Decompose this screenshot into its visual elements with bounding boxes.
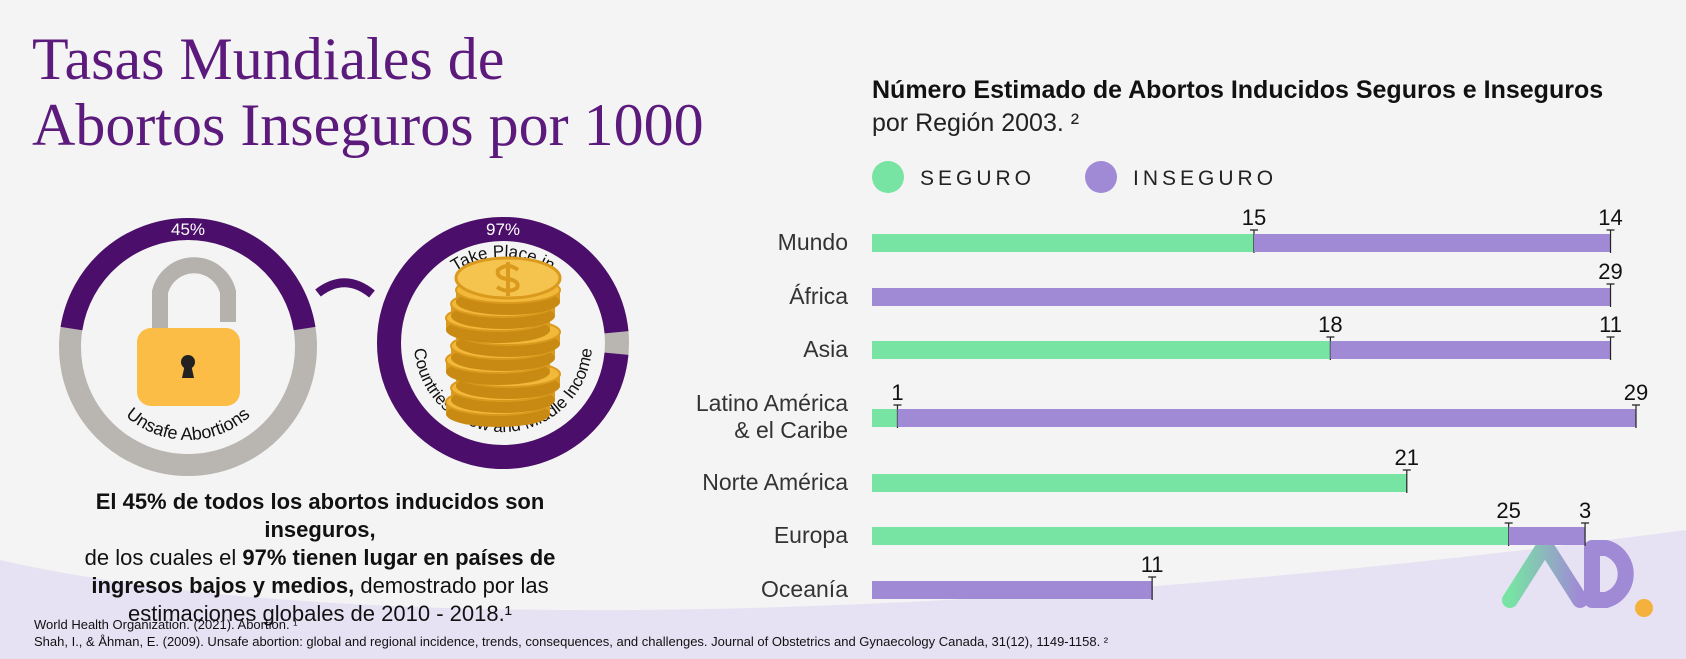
value-label: 11 [1141,552,1164,577]
coins-icon [445,256,562,427]
value-label: 18 [1318,312,1342,337]
value-tick [1606,283,1615,307]
ring-label: 97% [486,220,520,239]
summary-line: de los cuales el 97% tienen lugar en paí… [40,544,600,572]
dollar [495,262,520,296]
value-tick [1606,336,1615,360]
bar-segment [872,341,1331,359]
bar-segment [872,527,1509,545]
category-label: Mundo [777,228,848,255]
summary-line: ingresos bajos y medios, demostrado por … [40,572,600,600]
summary-text: 97% tienen lugar en países de [242,545,556,570]
bar-segment [1254,234,1611,252]
summary-text: El 45% de todos los abortos inducidos so… [95,489,545,542]
lock-icon [137,257,240,406]
title: Tasas Mundiales de Abortos Inseguros por… [32,26,704,158]
category-label: África [789,282,848,309]
value-label: 14 [1598,205,1622,230]
legend-marker [1085,161,1118,193]
summary-line: El 45% de todos los abortos inducidos so… [40,488,600,544]
summary-text: demostrado por las [354,573,549,598]
legend-label: SEGURO [920,167,1035,190]
bar-segment [872,474,1407,492]
bar-segment [872,409,898,427]
legend-label: INSEGURO [1133,167,1277,190]
chart: Número Estimado de Abortos Inducidos Seg… [872,76,1648,600]
legend-marker [872,161,904,193]
summary-text: ingresos bajos y medios, [91,573,355,598]
title-line: Abortos Inseguros por 1000 [32,92,704,158]
value-tick [1402,469,1411,493]
summary-text: estimaciones globales de 2010 - 2018.¹ [127,601,513,626]
value-label: 3 [1579,498,1591,523]
bar-segment [897,409,1636,427]
chart-title: Número Estimado de Abortos Inducidos Seg… [872,76,1603,104]
value-label: 11 [1599,312,1622,337]
bar-segment [872,581,1153,599]
value-label: 21 [1395,445,1419,470]
category-label: Norte América [702,468,848,495]
glasses-bridge [315,278,375,298]
bar-segment [1330,341,1611,359]
summary-text: de los cuales el [84,545,243,570]
ring-caption-text: Unsafe Abortions [123,403,253,444]
bar-segment [872,288,1611,306]
title-line: Tasas Mundiales de [32,26,505,92]
ring-caption: Unsafe Abortions [123,403,253,444]
category-label: Europa [773,521,848,548]
value-tick [1581,522,1590,546]
summary: El 45% de todos los abortos inducidos so… [40,488,600,628]
chart-subtitle: por Región 2003. ² [872,109,1079,137]
bar-segment [1508,527,1586,545]
category-label: Latino América & el Caribe [695,390,848,443]
reference: World Health Organization. (2021). Abort… [34,617,298,632]
value-label: 29 [1624,380,1648,405]
value-tick [1606,229,1615,253]
value-label: 15 [1242,205,1266,230]
summary-line: estimaciones globales de 2010 - 2018.¹ [40,600,600,628]
category-label: Oceanía [761,575,848,602]
category-label: Asia [803,335,848,362]
background-wave [0,530,1686,659]
value-tick [1148,576,1157,600]
ring-label: 45% [171,220,205,239]
value-label: 29 [1598,259,1622,284]
ring-arc [60,218,316,331]
ring-arc [377,217,629,469]
value-label: 1 [891,380,903,405]
value-tick [1632,404,1640,428]
value-label: 25 [1496,498,1520,523]
references: World Health Organization. (2021). Abort… [34,616,1108,650]
reference: Shah, I., & Åhman, E. (2009). Unsafe abo… [34,634,1109,649]
bar-segment [872,234,1254,252]
